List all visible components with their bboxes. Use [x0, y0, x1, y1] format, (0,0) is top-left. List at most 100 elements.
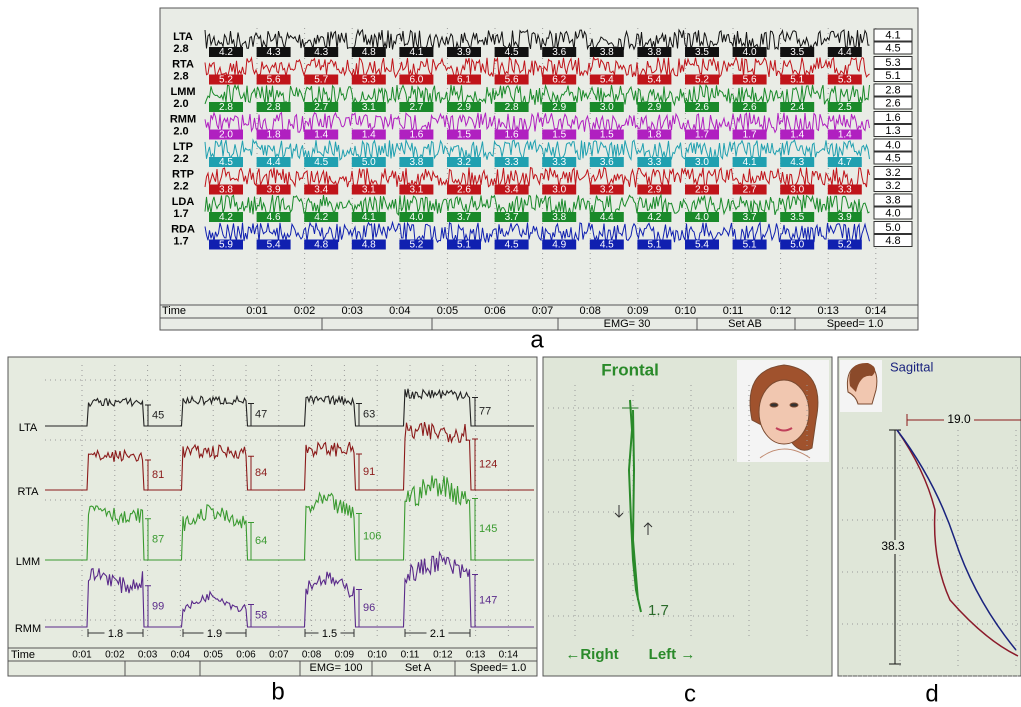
jaw-trace [627, 399, 642, 613]
span-bg [203, 627, 226, 639]
box-value: 4.5 [314, 157, 328, 168]
box-value: 3.9 [267, 185, 281, 196]
value-box [399, 184, 434, 195]
box-value: 3.3 [505, 157, 519, 168]
box-value: 3.7 [505, 212, 519, 223]
box-value: 2.8 [267, 102, 281, 113]
value-box [637, 184, 672, 195]
right-box [873, 166, 913, 179]
box-value: 3.8 [600, 47, 614, 58]
box-value: 4.3 [267, 47, 281, 58]
closing-trace [896, 429, 1019, 657]
time-tick: 0:02 [294, 305, 315, 317]
value-box [447, 102, 481, 112]
box-value: 5.1 [743, 240, 757, 251]
value-box [304, 74, 339, 85]
box-value: 4.4 [267, 157, 281, 168]
value-box [589, 74, 624, 85]
value-box [732, 47, 767, 57]
value-box [827, 74, 862, 85]
box-value: 4.7 [838, 157, 852, 168]
row-label: LMM [170, 86, 195, 98]
box-value: 3.8 [219, 185, 233, 196]
box-value: 5.0 [790, 240, 804, 251]
box-value: 1.6 [409, 130, 423, 141]
right-box [873, 179, 913, 192]
box-value: 1.4 [790, 130, 804, 141]
arrow [643, 522, 653, 535]
panel-title: Frontal [601, 360, 659, 379]
footer-text: EMG= 30 [604, 318, 651, 330]
box-value: 4.3 [790, 157, 804, 168]
value-box [209, 129, 243, 140]
right-value: 3.8 [885, 194, 900, 206]
right-value: 2.8 [885, 84, 900, 96]
value-box [637, 239, 672, 250]
value-box [637, 102, 672, 112]
time-tick: 0:10 [675, 305, 696, 317]
value-box [304, 157, 339, 167]
value-box [209, 102, 243, 112]
peak-value: 145 [479, 523, 497, 535]
box-value: 5.4 [647, 75, 661, 86]
box-value: 2.9 [647, 102, 661, 113]
box-value: 3.9 [838, 212, 852, 223]
box-value: 3.5 [695, 47, 709, 58]
value-box [256, 157, 291, 167]
box-value: 3.0 [790, 185, 804, 196]
box-value: 3.7 [743, 212, 757, 223]
box-value: 5.6 [505, 75, 519, 86]
value-box [399, 47, 434, 57]
value-box [494, 47, 529, 57]
value-box [732, 102, 767, 112]
value-box [685, 47, 719, 57]
direction-label: Left → [649, 646, 696, 663]
row-label: RTA [172, 58, 194, 70]
row-scale: 1.7 [173, 208, 188, 220]
right-value: 4.1 [885, 29, 900, 41]
box-value: 3.4 [314, 185, 328, 196]
right-box [873, 234, 913, 247]
box-value: 2.9 [695, 185, 709, 196]
peak-value: 124 [479, 458, 497, 470]
right-box [873, 221, 913, 234]
time-tick: 0:13 [817, 305, 838, 317]
peak-value: 87 [152, 533, 164, 545]
value-box [827, 212, 862, 222]
box-value: 5.4 [695, 240, 709, 251]
right-value: 1.6 [885, 112, 900, 124]
emg-trace [45, 388, 534, 427]
footer-text: EMG= 100 [310, 662, 363, 674]
value-box [209, 157, 243, 167]
value-box [256, 47, 291, 57]
box-value: 4.5 [505, 47, 519, 58]
value-box [256, 212, 291, 222]
peak-value: 84 [255, 467, 267, 479]
arrow [614, 505, 624, 518]
value-box [447, 184, 481, 195]
value-box [542, 74, 577, 85]
value-box [209, 74, 243, 85]
right-box [873, 96, 913, 110]
value-box [304, 212, 339, 222]
right-box [873, 111, 913, 124]
value-box [780, 157, 815, 167]
box-value: 4.2 [219, 47, 233, 58]
box-value: 4.1 [409, 47, 423, 58]
value-box [256, 184, 291, 195]
value-box [351, 212, 386, 222]
value-box [542, 129, 577, 140]
value-box [827, 102, 862, 112]
time-tick: 0:14 [499, 650, 519, 661]
right-box [873, 193, 913, 207]
time-tick: 0:01 [72, 650, 92, 661]
row-scale: 2.0 [173, 125, 188, 137]
emg-trace [204, 138, 870, 162]
time-tick: 0:03 [341, 305, 362, 317]
box-value: 3.6 [552, 47, 566, 58]
box-value: 3.8 [552, 212, 566, 223]
value-box [256, 102, 291, 112]
value-box [685, 212, 719, 222]
box-value: 3.3 [647, 157, 661, 168]
box-value: 4.5 [505, 240, 519, 251]
